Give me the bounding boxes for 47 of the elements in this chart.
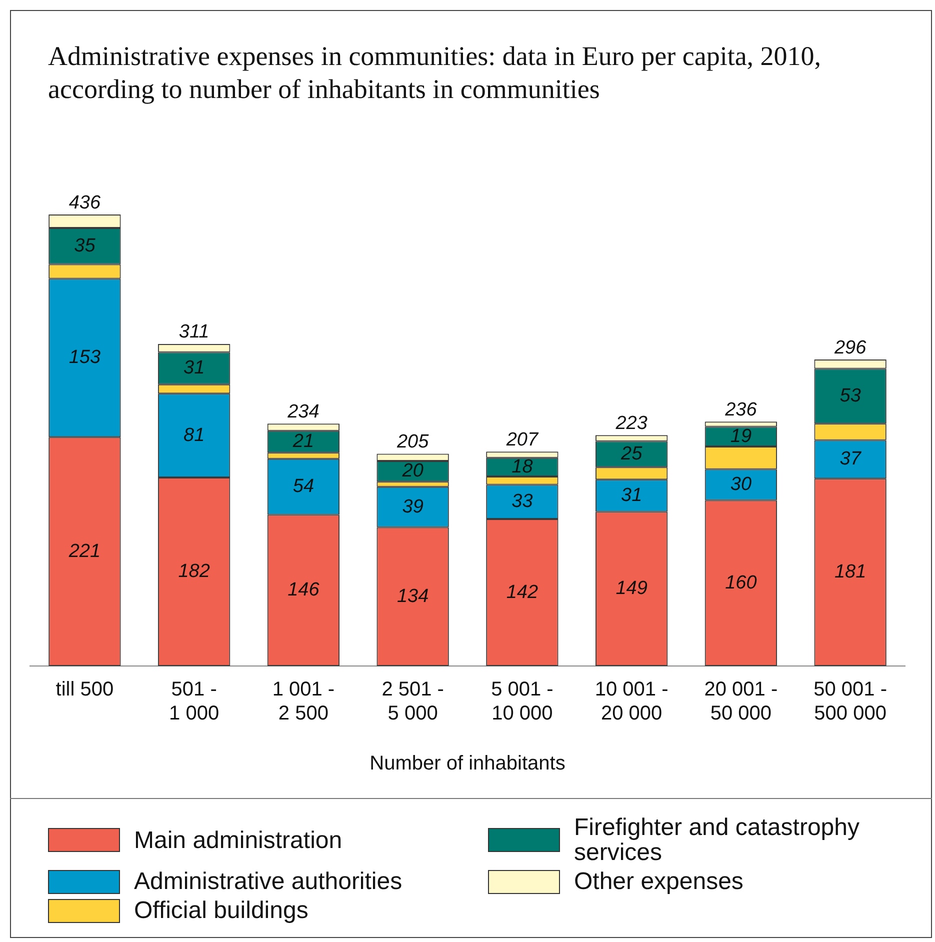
data-label: 182 [178, 561, 210, 582]
data-label: 181 [834, 562, 866, 583]
data-label: 25 [620, 444, 643, 465]
data-label: 146 [288, 580, 320, 601]
data-label: 39 [402, 496, 424, 518]
x-tick-label: 501 - 1 000 [169, 678, 220, 725]
data-label: 160 [725, 572, 758, 594]
x-tick-label: 2 501 - 5 000 [382, 678, 444, 725]
data-label: 153 [68, 347, 101, 368]
total-label: 236 [724, 399, 758, 420]
x-tick-label: 20 001 - 50 000 [704, 678, 778, 725]
data-label: 31 [620, 484, 642, 506]
data-label: 35 [74, 235, 96, 256]
data-label: 149 [616, 578, 648, 600]
total-label: 311 [178, 322, 210, 343]
chart-title: Administrative expenses in communities: data in Euro per capita, 2010, according to number of inhabitants in communities [48, 40, 822, 106]
x-tick-label: 50 001 - 500 000 [814, 678, 888, 725]
data-label: 37 [840, 448, 862, 470]
x-tick-label: till 500 [56, 678, 114, 701]
total-label: 223 [614, 412, 648, 434]
x-axis-title: Number of inhabitants [370, 752, 566, 775]
data-label: 81 [183, 424, 205, 446]
total-label: 436 [68, 192, 101, 214]
legend-label: Other expenses [574, 868, 744, 895]
total-label: 296 [833, 337, 867, 358]
x-tick-label: 10 001 - 20 000 [594, 678, 668, 725]
data-label: 134 [396, 586, 429, 607]
data-label: 18 [512, 456, 534, 478]
legend-label: Administrative authorities [134, 868, 402, 895]
total-label: 205 [396, 431, 430, 452]
total-label: 234 [286, 401, 320, 422]
data-label: 33 [512, 491, 534, 512]
data-label: 19 [730, 426, 752, 447]
legend-label: Main administration [134, 826, 342, 854]
legend-label: Firefighter and catastrophy services [574, 814, 860, 866]
legend-label: Official buildings [134, 897, 308, 924]
data-label: 53 [840, 386, 862, 407]
data-label: 30 [730, 474, 752, 496]
data-label: 21 [292, 431, 314, 452]
data-label: 20 [401, 460, 424, 482]
data-label: 31 [183, 358, 205, 379]
x-tick-label: 5 001 - 10 000 [491, 678, 554, 725]
total-label: 207 [505, 429, 540, 450]
data-label: 221 [68, 540, 101, 562]
data-label: 54 [292, 476, 314, 498]
data-label: 142 [506, 582, 538, 603]
x-tick-label: 1 001 - 2 500 [272, 678, 335, 725]
